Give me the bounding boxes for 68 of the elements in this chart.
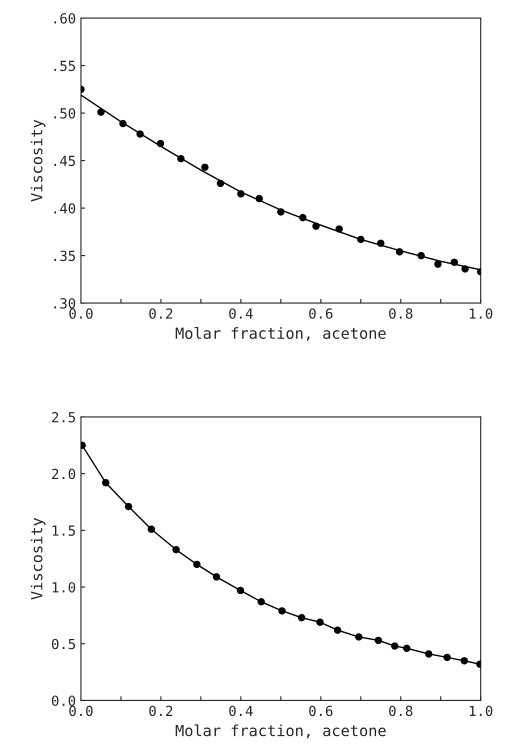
point [334, 626, 342, 634]
x-tick-label: 0.0 [69, 308, 93, 319]
x-tick-label: 0.2 [149, 308, 172, 319]
y-tick-label: 1.0 [52, 582, 76, 593]
y-tick-label: .45 [54, 156, 75, 166]
point [355, 633, 362, 641]
y-axis-title: Viscosity [30, 518, 46, 600]
x-axis-title: Molar fraction, acetone [176, 327, 386, 341]
point [460, 657, 468, 664]
point [391, 642, 398, 650]
y-tick-label: .40 [54, 203, 76, 214]
y-tick-label: .60 [54, 13, 76, 24]
point [97, 108, 105, 116]
point [316, 618, 324, 626]
point [278, 607, 286, 615]
point [124, 502, 132, 510]
point [119, 120, 127, 128]
point [396, 248, 404, 256]
point [156, 140, 164, 148]
x-tick-label: 0.2 [149, 706, 172, 716]
point [443, 654, 451, 662]
point [277, 208, 285, 216]
x-tick-label: 0.8 [389, 706, 412, 716]
point [377, 240, 384, 247]
x-tick-label: 0.6 [309, 308, 332, 319]
y-tick-label: 0.5 [52, 638, 75, 650]
x-tick-label: 1.0 [470, 706, 492, 716]
y-tick-label: .35 [54, 250, 75, 262]
point [425, 650, 432, 658]
x-tick-label: 0.4 [229, 308, 253, 319]
point [148, 526, 155, 533]
point [434, 260, 442, 268]
point [357, 236, 364, 244]
point [172, 546, 180, 554]
point [417, 252, 425, 260]
point [336, 225, 343, 233]
point [216, 180, 224, 188]
y-tick-label: 2.0 [52, 468, 76, 480]
point [177, 155, 185, 162]
point [312, 222, 320, 230]
y-tick-label: .50 [54, 108, 76, 119]
point [298, 614, 306, 622]
point [450, 258, 458, 266]
point [374, 636, 382, 644]
y-tick-label: .55 [54, 60, 75, 72]
y-axis-title: Viscosity [30, 120, 46, 202]
y-tick-label: 1.5 [52, 526, 75, 536]
point [193, 560, 201, 568]
point [461, 265, 469, 273]
point [102, 479, 110, 486]
x-tick-label: 0.8 [389, 308, 412, 319]
point [236, 586, 244, 594]
x-tick-label: 0.6 [309, 706, 332, 716]
x-tick-label: 1.0 [470, 308, 492, 319]
x-tick-label: 0.4 [229, 706, 253, 716]
y-tick-label: 0.0 [52, 695, 76, 706]
point [201, 164, 209, 171]
point [136, 130, 144, 138]
point [256, 194, 263, 202]
y-tick-label: .30 [54, 298, 76, 309]
point [212, 573, 220, 581]
y-tick-label: 2.5 [52, 412, 75, 422]
point [299, 214, 306, 222]
point [403, 644, 410, 652]
x-tick-label: 0.0 [69, 706, 93, 716]
point [258, 598, 265, 606]
x-axis-title: Molar fraction, acetone [176, 724, 386, 738]
point [237, 190, 245, 198]
